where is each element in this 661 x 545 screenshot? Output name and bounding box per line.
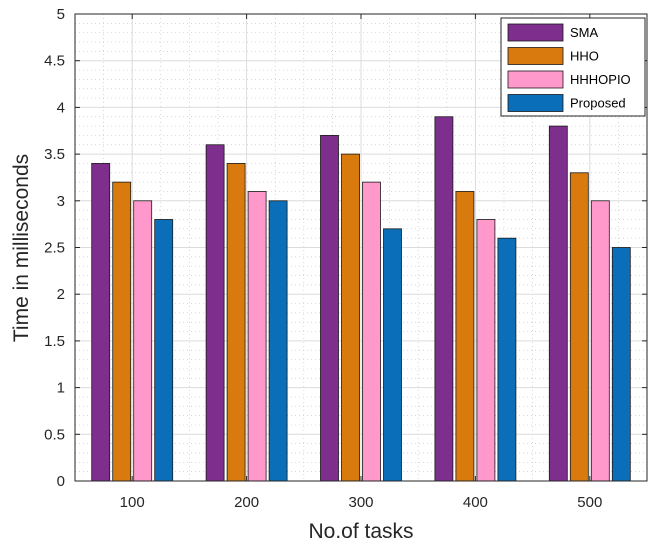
bar-sma-100	[91, 163, 111, 482]
y-tick-label: 0.5	[44, 426, 65, 443]
bar-proposed-400	[497, 237, 517, 482]
y-tick-label: 3.5	[44, 146, 65, 163]
legend-swatch	[507, 70, 564, 89]
x-axis: 100 200 300 400 500	[120, 14, 602, 511]
y-axis: 0 0.5 1 1.5 2 2.5 3 3.5 4 4.5 5	[44, 6, 647, 490]
legend: SMA HHO HHHOPIO Proposed	[500, 17, 646, 117]
bar-hhhopio-200	[247, 191, 267, 482]
x-axis-label: No.of tasks	[308, 520, 413, 543]
y-tick-label: 2	[57, 286, 65, 303]
legend-swatch	[507, 94, 564, 112]
x-tick-label: 400	[463, 494, 488, 511]
bar-proposed-300	[383, 228, 402, 482]
bar-proposed-500	[611, 247, 631, 482]
y-tick-label: 1	[57, 380, 65, 397]
x-tick-label: 100	[120, 494, 145, 511]
bar-proposed-200	[268, 200, 288, 482]
legend-label: HHO	[570, 49, 599, 64]
bar-sma-200	[205, 144, 225, 482]
y-axis-label: Time in milliseconds	[10, 154, 33, 342]
legend-label: SMA	[570, 25, 599, 40]
x-tick-label: 200	[234, 494, 259, 511]
bar-hho-100	[112, 181, 132, 482]
legend-label: Proposed	[570, 96, 626, 111]
bar-hhhopio-300	[362, 181, 381, 482]
y-tick-label: 3	[57, 193, 65, 210]
bar-hho-200	[226, 163, 246, 482]
bars	[91, 116, 631, 482]
legend-swatch	[507, 47, 564, 65]
x-tick-label: 500	[577, 494, 602, 511]
bar-hho-300	[341, 153, 360, 482]
bar-sma-400	[434, 116, 454, 482]
bar-proposed-100	[154, 219, 174, 482]
bar-hho-400	[455, 191, 475, 482]
bar-hho-500	[569, 172, 589, 482]
y-tick-label: 4	[57, 99, 65, 116]
bar-hhhopio-400	[476, 219, 496, 482]
y-tick-label: 4.5	[44, 53, 65, 70]
legend-label: HHHOPIO	[570, 72, 631, 87]
y-tick-label: 1.5	[44, 333, 65, 350]
x-tick-label: 300	[348, 494, 373, 511]
bar-sma-300	[320, 135, 339, 482]
y-tick-label: 0	[57, 473, 65, 490]
y-tick-label: 2.5	[44, 240, 65, 257]
bar-hhhopio-100	[133, 200, 153, 482]
legend-swatch	[507, 23, 564, 42]
bar-hhhopio-500	[590, 200, 610, 482]
bar-sma-500	[548, 125, 568, 482]
y-tick-label: 5	[57, 6, 65, 23]
